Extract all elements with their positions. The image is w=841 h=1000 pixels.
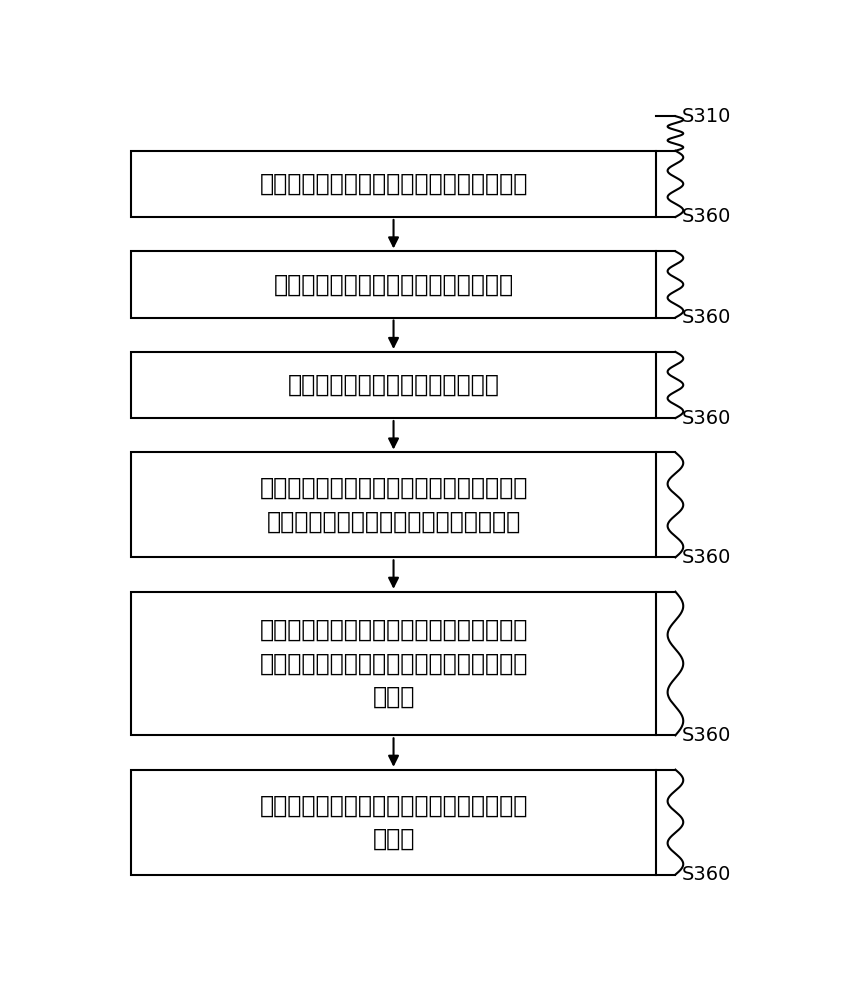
Text: 根据出现启动故障的诊断结果，进行测量电
机的定子电感的操作，得到所述定子电感的
实际值: 根据出现启动故障的诊断结果，进行测量电 机的定子电感的操作，得到所述定子电感的 … (259, 618, 527, 709)
Bar (131, 352, 656, 418)
Bar (131, 592, 656, 735)
Bar (131, 770, 656, 875)
Text: 在当前时长达到设定的时间阈值、但当前转
速未达到设定转速时，诊断出现启动故障: 在当前时长达到设定的时间阈值、但当前转 速未达到设定转速时，诊断出现启动故障 (259, 476, 527, 534)
Text: S360: S360 (682, 308, 732, 327)
Text: 将所述定子电感的当前值修正为得到的所述
实际值: 将所述定子电感的当前值修正为得到的所述 实际值 (259, 793, 527, 851)
Text: S360: S360 (682, 548, 732, 567)
Text: 根据电机启动命令执行设定的电机启动控制: 根据电机启动命令执行设定的电机启动控制 (259, 172, 527, 196)
Text: S360: S360 (682, 865, 732, 884)
Text: S360: S360 (682, 726, 732, 745)
Text: S310: S310 (682, 107, 732, 126)
Text: 获取执行电机启动控制的当前时长: 获取执行电机启动控制的当前时长 (288, 373, 500, 397)
Bar (131, 151, 656, 217)
Text: S360: S360 (682, 409, 732, 428)
Bar (131, 251, 656, 318)
Text: 获取电机在电机启动控制下的当前转速: 获取电机在电机启动控制下的当前转速 (273, 272, 514, 296)
Text: S360: S360 (682, 207, 732, 226)
Bar (131, 452, 656, 557)
